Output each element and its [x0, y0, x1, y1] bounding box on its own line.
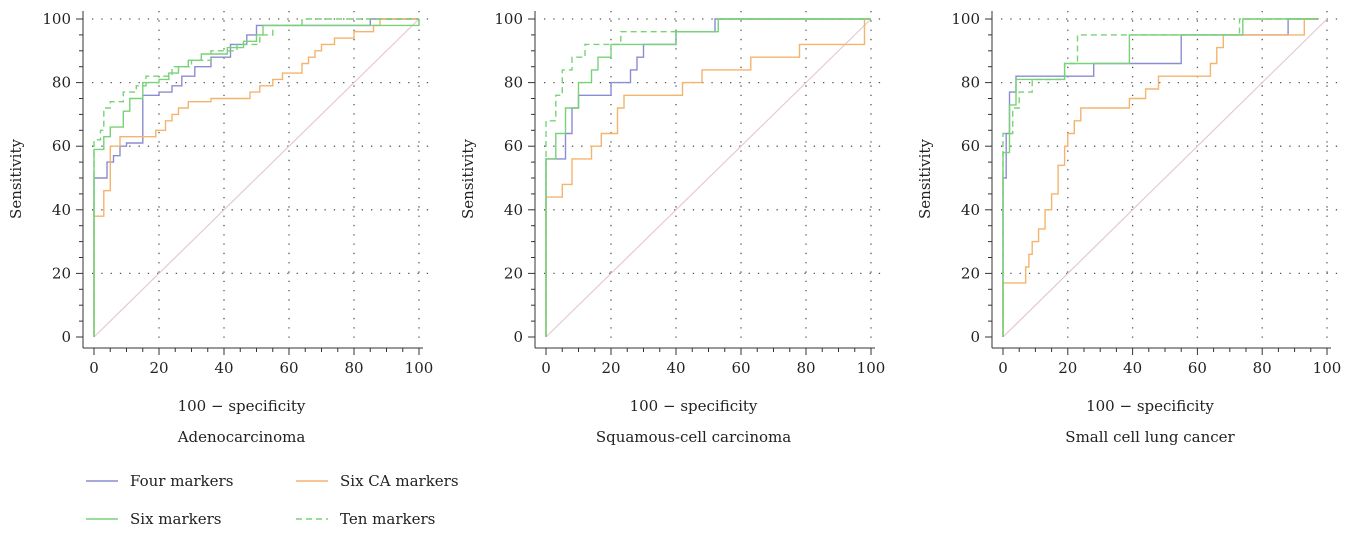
- x-tick-label: 20: [601, 359, 620, 377]
- series-six-markers: [93, 19, 420, 337]
- y-tick-label: 60: [504, 137, 523, 155]
- x-tick-label: 80: [1253, 359, 1272, 377]
- panel-caption: Small cell lung cancer: [1065, 428, 1235, 446]
- y-tick-label: 60: [52, 137, 71, 155]
- x-tick-label: 60: [731, 359, 750, 377]
- x-axis-title: 100 − specificity: [178, 397, 306, 415]
- x-tick-label: 20: [149, 359, 168, 377]
- y-tick-label: 100: [494, 10, 523, 28]
- reference-diagonal: [1002, 18, 1328, 338]
- legend-item: Six markers: [86, 510, 221, 528]
- x-tick-label: 60: [279, 359, 298, 377]
- chart-panel-3: 0 20 40 60 80 100 0 20 40 60 80 100 100 − specificit…: [916, 10, 1343, 446]
- series-ten-markers: [1002, 18, 1318, 337]
- legend-item: Ten markers: [296, 510, 435, 528]
- y-tick-label: 80: [52, 74, 71, 92]
- panel-caption: Adenocarcinoma: [177, 428, 306, 446]
- y-tick-label: 40: [504, 201, 523, 219]
- y-tick-label: 100: [42, 10, 71, 28]
- y-axis-title: Sensitivity: [7, 139, 25, 219]
- y-tick-label: 40: [52, 201, 71, 219]
- x-axis-title: 100 − specificity: [1086, 397, 1214, 415]
- x-tick-label: 80: [344, 359, 363, 377]
- legend-label: Six CA markers: [340, 472, 459, 490]
- x-tick-label: 0: [541, 359, 551, 377]
- legend-label: Six markers: [130, 510, 221, 528]
- chart-panel-1: 0 20 40 60 80 100 0 20 40 60 80 100 100 − specificit…: [7, 10, 435, 446]
- series-four-markers: [1002, 18, 1318, 337]
- x-tick-label: 40: [666, 359, 685, 377]
- x-tick-label: 80: [796, 359, 815, 377]
- x-axis-title: 100 − specificity: [630, 397, 758, 415]
- y-tick-label: 60: [961, 137, 980, 155]
- y-tick-label: 80: [961, 74, 980, 92]
- y-tick-label: 40: [961, 201, 980, 219]
- x-tick-label: 100: [857, 359, 886, 377]
- y-tick-label: 0: [513, 328, 523, 346]
- x-tick-label: 0: [89, 359, 99, 377]
- legend-item: Four markers: [86, 472, 233, 490]
- y-tick-label: 0: [970, 328, 980, 346]
- y-tick-label: 20: [52, 264, 71, 282]
- series-four-markers: [93, 18, 419, 337]
- x-tick-label: 100: [405, 359, 434, 377]
- y-axis-title: Sensitivity: [459, 139, 477, 219]
- y-tick-label: 0: [61, 328, 71, 346]
- reference-diagonal: [93, 18, 420, 338]
- legend-label: Ten markers: [340, 510, 435, 528]
- chart-panel-2: 0 20 40 60 80 100 0 20 40 60 80 100 100 − specificit…: [459, 10, 887, 446]
- legend-label: Four markers: [130, 472, 233, 490]
- y-axis-title: Sensitivity: [916, 139, 934, 219]
- reference-diagonal: [545, 18, 872, 338]
- x-tick-label: 40: [1123, 359, 1142, 377]
- series-six-ca-markers: [93, 18, 419, 337]
- legend-item: Six CA markers: [296, 472, 459, 490]
- x-tick-label: 60: [1188, 359, 1207, 377]
- x-tick-label: 0: [998, 359, 1008, 377]
- series-six-ca-markers: [545, 18, 871, 337]
- series-six-ca-markers: [1002, 18, 1318, 337]
- panel-caption: Squamous-cell carcinoma: [596, 428, 791, 446]
- y-tick-label: 20: [504, 264, 523, 282]
- legend: Four markers Six CA markers Six markers Ten…: [86, 472, 459, 528]
- y-tick-label: 80: [504, 74, 523, 92]
- x-tick-label: 40: [214, 359, 233, 377]
- series-six-markers: [1002, 18, 1318, 337]
- series-ten-markers: [545, 18, 871, 337]
- y-tick-label: 100: [951, 10, 980, 28]
- x-tick-label: 100: [1313, 359, 1342, 377]
- y-tick-label: 20: [961, 264, 980, 282]
- roc-figure: 0 20 40 60 80 100 0 20 40 60 80 100 100 − specificit…: [7, 10, 1343, 446]
- x-tick-label: 20: [1058, 359, 1077, 377]
- series-ten-markers: [93, 18, 419, 337]
